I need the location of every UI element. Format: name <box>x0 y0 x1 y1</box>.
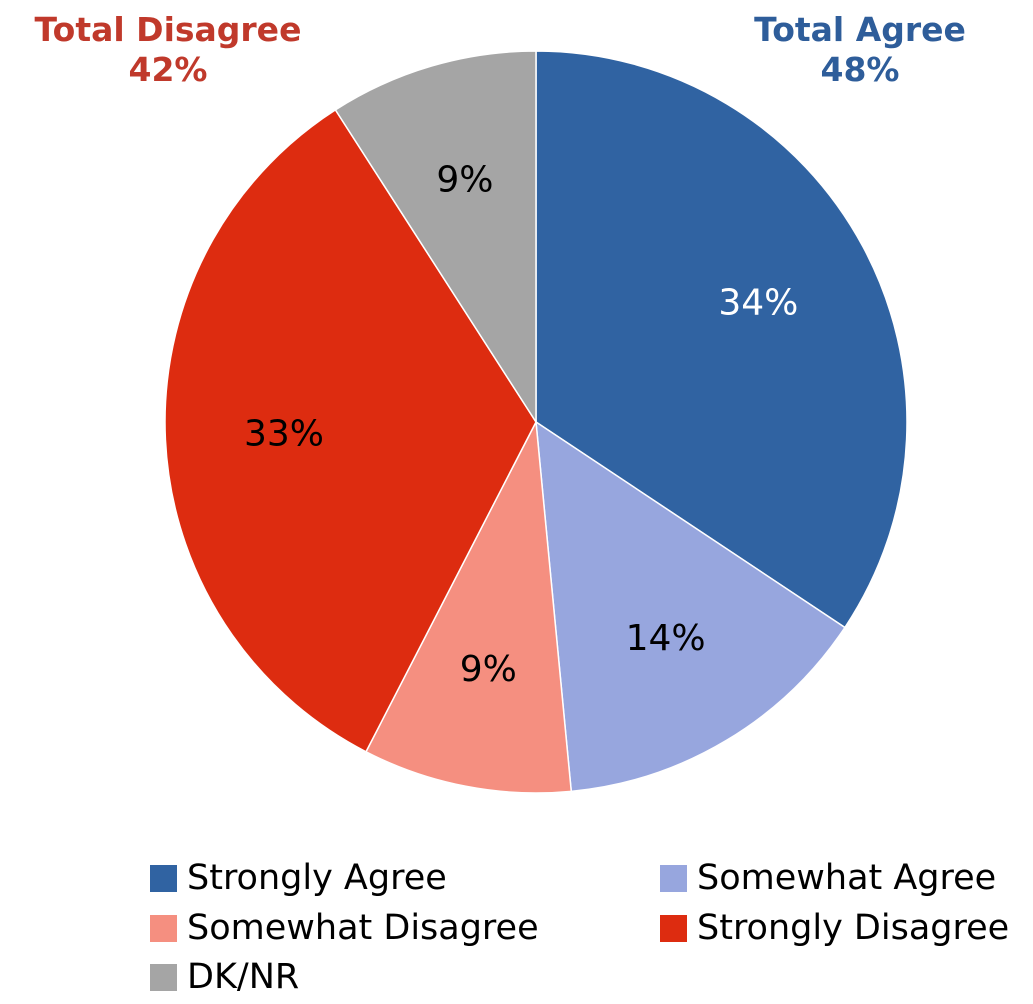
slice-label-somewhat-disagree: 9% <box>460 649 517 690</box>
pie-slice-dk-nr <box>334 50 537 425</box>
slice-label-dk-nr: 9% <box>436 159 493 200</box>
pie-slice-somewhat-disagree <box>364 419 573 794</box>
slice-label-strongly-disagree: 33% <box>244 414 324 455</box>
pie-slice-somewhat-agree <box>535 420 846 793</box>
total-agree-value: 48% <box>820 50 900 89</box>
total-disagree-value: 42% <box>128 50 208 89</box>
slice-label-strongly-agree: 34% <box>718 282 798 323</box>
total-agree-label: Total Agree <box>754 10 966 49</box>
slice-label-somewhat-agree: 14% <box>626 618 706 659</box>
total-disagree-label: Total Disagree <box>34 10 302 49</box>
pie-slice-strongly-disagree <box>164 108 537 753</box>
total-agree-callout: Total Agree 48% <box>700 10 1020 90</box>
total-disagree-callout: Total Disagree 42% <box>8 10 328 90</box>
